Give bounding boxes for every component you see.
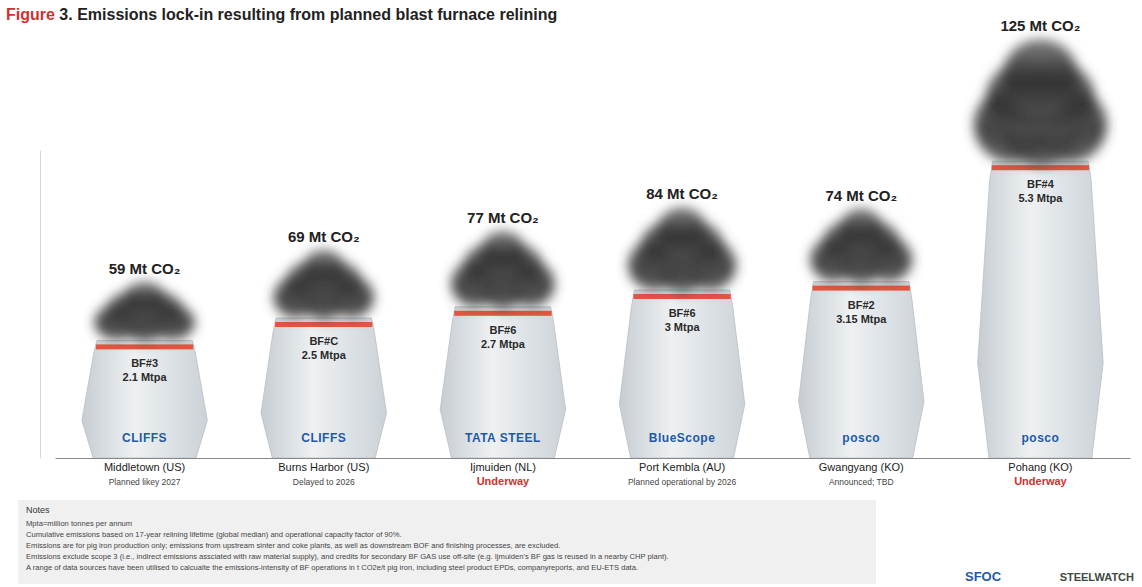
- data-label: 2.1 Mtpa: [123, 371, 168, 383]
- notes-title: Notes: [26, 505, 50, 515]
- data-label: 2.5 Mtpa: [302, 349, 347, 361]
- smoke-cloud: [94, 282, 194, 342]
- y-axis-line: [40, 151, 41, 459]
- furnace: [978, 161, 1103, 458]
- furnace-band: [813, 286, 910, 291]
- furnace: [261, 318, 386, 458]
- company: posco: [1021, 431, 1059, 445]
- source-logo: STEELWATCH: [1060, 571, 1134, 583]
- status: Announced; TBD: [829, 477, 894, 487]
- furnace-band: [96, 344, 193, 349]
- company: CLIFFS: [122, 431, 167, 445]
- data-label: 3 Mtpa: [665, 321, 701, 333]
- smoke-cloud: [451, 231, 554, 310]
- furnace: [82, 340, 207, 458]
- x-tick-label: Middletown (US): [104, 461, 185, 473]
- emissions-label: 74 Mt CO₂: [825, 187, 897, 204]
- furnace-band: [454, 311, 551, 316]
- x-tick-label: Pohang (KO): [1008, 461, 1072, 473]
- smoke-cloud: [628, 207, 736, 293]
- smoke-cloud: [974, 39, 1107, 167]
- smoke-puff: [1002, 39, 1079, 116]
- furnace: [799, 282, 924, 458]
- smoke-puff: [123, 282, 167, 318]
- furnace-name: BF#6: [669, 307, 696, 319]
- note-line: Mpta=million tonnes per annum: [26, 519, 132, 528]
- smoke-puff: [656, 207, 708, 259]
- furnace-name: BF#6: [489, 324, 516, 336]
- status: Underway: [1014, 475, 1067, 487]
- furnace-band: [633, 294, 730, 299]
- x-axis: Middletown (US) Burns Harbor (US) Ijmuiden…: [56, 458, 1131, 473]
- status: Planned likey 2027: [109, 477, 181, 487]
- x-tick-label: Burns Harbor (US): [278, 461, 369, 473]
- note-line: Cumulative emissions based on 17-year re…: [26, 530, 402, 539]
- note-line: A range of data sources have been utilis…: [26, 563, 638, 572]
- x-tick: Gwangyang (KO): [819, 458, 904, 473]
- furnaces: [82, 161, 1103, 458]
- company: CLIFFS: [301, 431, 346, 445]
- x-tick: Port Kembla (AU): [639, 458, 725, 473]
- baseline: [56, 458, 1131, 459]
- furnace: [619, 290, 744, 458]
- furnace-name: BF#C: [309, 335, 338, 347]
- smoke-cloud: [274, 250, 374, 320]
- x-tick-label: Ijmuiden (NL): [470, 461, 536, 473]
- emissions-label: 125 Mt CO₂: [1000, 17, 1080, 34]
- x-tick: Burns Harbor (US): [278, 458, 369, 473]
- furnace: [440, 307, 565, 458]
- data-label: 3.15 Mtpa: [836, 313, 887, 325]
- smoke-puff: [479, 231, 526, 278]
- data-label: 5.3 Mtpa: [1018, 192, 1063, 204]
- smoke-clouds: [94, 39, 1106, 342]
- smoke-puff: [839, 209, 884, 254]
- source-logo: SFOC: [965, 569, 1002, 584]
- status: Planned operational by 2026: [628, 477, 736, 487]
- x-tick: Middletown (US): [104, 458, 185, 473]
- company: posco: [842, 431, 880, 445]
- furnace-labels: BF#3 2.1 Mtpa CLIFFS BF#C 2.5 Mtpa CLIFFS BF#6…: [122, 178, 1063, 445]
- notes-box: [18, 500, 876, 584]
- x-tick: Ijmuiden (NL): [470, 458, 536, 473]
- furnace-name: BF#3: [131, 357, 158, 369]
- emissions-label: 69 Mt CO₂: [288, 228, 360, 245]
- furnace-band: [275, 322, 372, 327]
- note-line: Emissions exclude scope 3 (i.e., indirec…: [26, 552, 669, 561]
- x-tick-label: Port Kembla (AU): [639, 461, 725, 473]
- furnace-name: BF#2: [848, 299, 875, 311]
- data-label: 2.7 Mtpa: [481, 338, 526, 350]
- company: TATA STEEL: [465, 431, 541, 445]
- furnace-name: BF#4: [1027, 178, 1055, 190]
- x-tick: Pohang (KO): [1008, 458, 1072, 473]
- chart-root: Figure 3. Emissions lock-in resulting fr…: [0, 0, 1142, 587]
- emissions-label: 84 Mt CO₂: [646, 185, 718, 202]
- x-tick-label: Gwangyang (KO): [819, 461, 904, 473]
- note-line: Emissions are for pig iron production on…: [26, 541, 560, 550]
- company: BlueScope: [649, 431, 716, 445]
- status: Delayed to 2026: [293, 477, 355, 487]
- y-axis: [40, 151, 41, 459]
- chart-title: Figure 3. Emissions lock-in resulting fr…: [6, 6, 557, 23]
- emissions-label: 59 Mt CO₂: [109, 260, 181, 277]
- notes: Notes Mpta=million tonnes per annum Cumula…: [18, 500, 876, 584]
- status: Underway: [477, 475, 530, 487]
- smoke-cloud: [810, 209, 912, 285]
- emissions-label: 77 Mt CO₂: [467, 209, 539, 226]
- smoke-puff: [302, 250, 346, 292]
